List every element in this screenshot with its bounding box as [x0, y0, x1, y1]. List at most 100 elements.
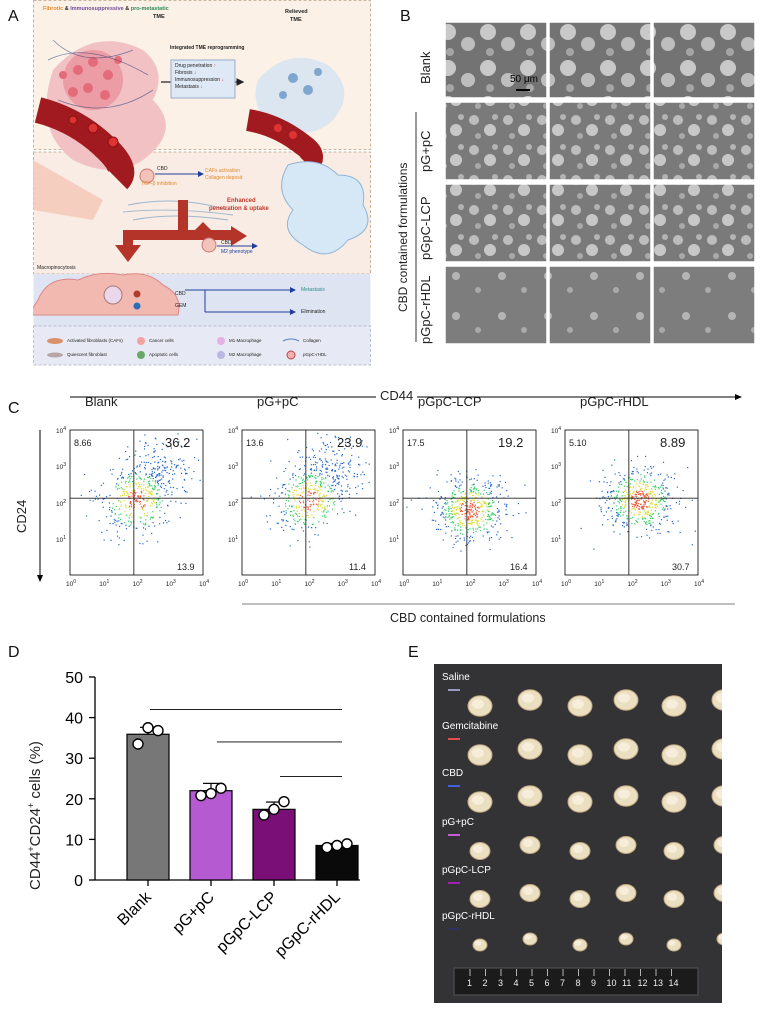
- macropinocytosis-label: Macropinocytosis: [37, 265, 76, 271]
- data-point: [152, 724, 164, 737]
- tumor-highlight: [473, 845, 483, 853]
- micrograph-grid: [415, 21, 756, 345]
- legend-apoptotic: Apoptotic cells: [149, 352, 179, 357]
- flow-xtick-0-2: 102: [132, 579, 143, 589]
- header-amp-1: &: [64, 6, 69, 12]
- y-tick-label: 10: [65, 832, 83, 849]
- tumor-highlight: [522, 789, 534, 799]
- bar-1: [189, 790, 233, 881]
- header-prometastatic: pro-metastatic: [130, 6, 169, 12]
- ruler-number-4: 5: [529, 978, 535, 988]
- box-item-3: Metastasis ↓: [175, 84, 203, 90]
- flow-lr-3: 30.7: [672, 562, 690, 572]
- flow-xtick-0-1: 101: [99, 579, 110, 589]
- ruler-number-3: 4: [513, 978, 519, 988]
- flow-ytick-2-2: 102: [389, 498, 400, 508]
- flow-xtick-1-1: 101: [271, 579, 282, 589]
- flow-ytick-1-4: 104: [228, 426, 239, 436]
- side-label-formulations: CBD contained formulations: [396, 162, 410, 312]
- data-point: [341, 838, 353, 850]
- flow-xtick-3-1: 101: [594, 579, 605, 589]
- tumor-highlight: [473, 893, 483, 901]
- tumor-highlight: [474, 940, 482, 946]
- tumor-highlight: [666, 748, 678, 758]
- panel-a-schematic: Fibrotic & Immunosuppressive & pro-metas…: [27, 0, 371, 366]
- ruler-number-2: 3: [498, 978, 504, 988]
- flow-lr-0: 13.9: [177, 562, 195, 572]
- tumor-photo-graphic: [448, 689, 737, 996]
- flow-xtick-3-0: 100: [561, 579, 572, 589]
- y-tick-label: 50: [65, 670, 83, 687]
- flow-ur-3: 8.89: [660, 435, 686, 450]
- tumor-row-label-3: pG+pC: [442, 817, 474, 828]
- y-tick-label: 20: [65, 792, 83, 809]
- panel-a-header: Fibrotic & Immunosuppressive & pro-metas…: [43, 6, 169, 12]
- row-label-blank: Blank: [418, 51, 433, 84]
- flow-ytick-3-4: 104: [551, 426, 562, 436]
- cbd-label-2: CBD: [221, 240, 232, 246]
- data-point: [321, 841, 333, 854]
- y-tick-label: 40: [65, 711, 83, 728]
- flow-ytick-3-1: 101: [551, 534, 562, 544]
- tumor-highlight: [620, 934, 628, 940]
- data-point: [331, 839, 343, 852]
- ruler-number-10: 11: [622, 978, 632, 988]
- panel-e-tumor-photo: Saline Gemcitabine CBD pG+pC pGpC-LCP pGpC-rH…: [434, 664, 737, 1003]
- tumor-highlight: [574, 940, 582, 946]
- panel-letter-c: C: [8, 400, 20, 417]
- legend-quiescent: Quiescent fibroblast: [67, 352, 107, 357]
- integrated-label: Integrated TME reprogramming: [170, 45, 245, 51]
- ruler-number-6: 7: [560, 978, 566, 988]
- flow-cytometry-plots: [37, 394, 742, 605]
- legend-collagen: Collagen: [303, 338, 321, 343]
- flow-ur-0: 36.2: [165, 435, 191, 450]
- legend-m2: M2 Macrophage: [229, 352, 262, 357]
- enhanced-label: Enhanced: [227, 198, 256, 204]
- tumor-highlight: [618, 693, 630, 703]
- flow-xtick-0-0: 100: [66, 579, 77, 589]
- bar-2: [252, 808, 296, 881]
- tumor-highlight: [523, 839, 533, 847]
- box-item-2: Immunosuppression ↓: [175, 77, 224, 83]
- tumor-row-label-2: CBD: [442, 768, 464, 779]
- y-tick-label: 0: [74, 873, 83, 890]
- x-tick-label-0: Blank: [115, 888, 156, 929]
- flow-ul-1: 13.6: [246, 438, 264, 448]
- m2-phenotype-label: M2 phenotype: [221, 249, 253, 255]
- flow-xtick-1-4: 104: [371, 579, 382, 589]
- flow-title-1: pG+pC: [257, 394, 299, 409]
- x-tick-label-2: pGpC-LCP: [213, 889, 280, 956]
- tumor-highlight: [472, 795, 484, 805]
- flow-ytick-1-1: 101: [228, 534, 239, 544]
- ruler-number-1: 2: [482, 978, 488, 988]
- flow-lr-1: 11.4: [349, 562, 366, 572]
- flow-xtick-3-3: 103: [660, 579, 671, 589]
- relieved-label: Relieved: [285, 9, 308, 15]
- ruler-number-8: 9: [591, 978, 597, 988]
- flow-xtick-2-0: 100: [399, 579, 410, 589]
- x-tick-label-3: pGpC-rHDL: [272, 889, 344, 961]
- flow-ytick-1-2: 102: [228, 498, 239, 508]
- data-point: [205, 787, 217, 800]
- tumor-highlight: [668, 940, 676, 946]
- flow-xtick-1-0: 100: [238, 579, 249, 589]
- flow-ytick-0-4: 104: [56, 426, 67, 436]
- scale-bar-label: 50 μm: [510, 74, 538, 85]
- flow-plot-3: [564, 429, 699, 576]
- flow-xtick-2-1: 101: [432, 579, 443, 589]
- ruler-number-5: 6: [544, 978, 550, 988]
- flow-xtick-0-3: 103: [165, 579, 176, 589]
- data-point: [268, 803, 280, 816]
- tumor-highlight: [619, 839, 629, 847]
- flow-plot-0: [69, 429, 204, 576]
- legend-rhdl: pGpC-rHDL: [303, 352, 327, 357]
- ruler-number-7: 8: [575, 978, 581, 988]
- ruler-number-9: 10: [606, 978, 617, 988]
- cd24-axis-label: CD24: [14, 499, 29, 533]
- panel-b-micrographs: 50 μm Blank pG+pC pGpC-LCP pGpC-rHDL CBD…: [396, 21, 758, 345]
- tumor-highlight: [618, 789, 630, 799]
- header-immuno: Immunosuppressive: [70, 6, 124, 12]
- flow-xtick-3-2: 102: [627, 579, 638, 589]
- tumor-row-label-1: Gemcitabine: [442, 721, 499, 732]
- row-label-rhdl: pGpC-rHDL: [418, 275, 433, 344]
